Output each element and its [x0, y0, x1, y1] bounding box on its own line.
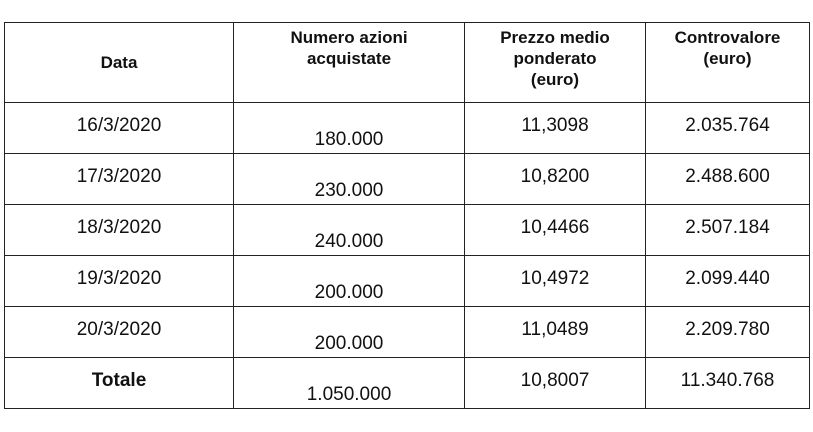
date-text: 18/3/2020 [76, 217, 162, 238]
price-cell: 11,3098 [464, 102, 646, 154]
total-label: Totale [91, 370, 147, 391]
value-text: 2.488.600 [685, 166, 770, 187]
value-cell: 2.209.780 [645, 306, 810, 358]
shares-cell: 180.000 [233, 102, 465, 154]
date-cell: 18/3/2020 [4, 204, 234, 256]
value-cell: 2.035.764 [645, 102, 810, 154]
total-price-cell: 10,8007 [464, 357, 646, 409]
date-text: 19/3/2020 [76, 268, 162, 289]
date-text: 16/3/2020 [76, 115, 162, 136]
total-value-cell: 11.340.768 [645, 357, 810, 409]
value-text: 2.035.764 [685, 115, 770, 136]
header-price-label: Prezzo medio ponderato (euro) [500, 28, 610, 89]
header-price: Prezzo medio ponderato (euro) [464, 22, 646, 103]
date-cell: 20/3/2020 [4, 306, 234, 358]
share-purchase-table: Data Numero azioni acquistate Prezzo med… [4, 22, 810, 409]
header-value-label: Controvalore (euro) [674, 28, 781, 68]
shares-cell: 240.000 [233, 204, 465, 256]
date-cell: 17/3/2020 [4, 153, 234, 205]
shares-text: 200.000 [314, 282, 384, 303]
shares-text: 240.000 [314, 231, 384, 252]
price-cell: 11,0489 [464, 306, 646, 358]
value-cell: 2.507.184 [645, 204, 810, 256]
price-text: 10,4972 [520, 268, 590, 289]
total-row: Totale 1.050.000 10,8007 11.340.768 [4, 357, 810, 409]
shares-cell: 200.000 [233, 255, 465, 307]
header-shares: Numero azioni acquistate [233, 22, 465, 103]
price-text: 11,3098 [521, 115, 589, 136]
total-shares-cell: 1.050.000 [233, 357, 465, 409]
header-shares-label: Numero azioni acquistate [290, 28, 408, 68]
price-cell: 10,4972 [464, 255, 646, 307]
table-row: 16/3/2020 180.000 11,3098 2.035.764 [4, 102, 810, 154]
shares-text: 180.000 [314, 129, 384, 150]
value-cell: 2.488.600 [645, 153, 810, 205]
value-text: 2.209.780 [685, 319, 770, 340]
total-price-text: 10,8007 [520, 370, 590, 391]
shares-cell: 230.000 [233, 153, 465, 205]
header-date: Data [4, 22, 234, 103]
shares-text: 230.000 [314, 180, 384, 201]
price-text: 11,0489 [521, 319, 589, 340]
table-row: 19/3/2020 200.000 10,4972 2.099.440 [4, 255, 810, 307]
shares-cell: 200.000 [233, 306, 465, 358]
table-row: 17/3/2020 230.000 10,8200 2.488.600 [4, 153, 810, 205]
table-row: 18/3/2020 240.000 10,4466 2.507.184 [4, 204, 810, 256]
total-label-cell: Totale [4, 357, 234, 409]
date-text: 17/3/2020 [76, 166, 162, 187]
table-row: 20/3/2020 200.000 11,0489 2.209.780 [4, 306, 810, 358]
value-text: 2.099.440 [685, 268, 770, 289]
total-shares-text: 1.050.000 [306, 384, 392, 405]
total-value-text: 11.340.768 [680, 370, 775, 391]
value-cell: 2.099.440 [645, 255, 810, 307]
price-text: 10,8200 [520, 166, 590, 187]
header-date-label: Data [100, 53, 138, 72]
price-cell: 10,4466 [464, 204, 646, 256]
header-value: Controvalore (euro) [645, 22, 810, 103]
value-text: 2.507.184 [685, 217, 770, 238]
date-cell: 16/3/2020 [4, 102, 234, 154]
date-text: 20/3/2020 [76, 319, 162, 340]
date-cell: 19/3/2020 [4, 255, 234, 307]
price-text: 10,4466 [520, 217, 590, 238]
shares-text: 200.000 [314, 333, 384, 354]
table-header-row: Data Numero azioni acquistate Prezzo med… [4, 22, 810, 103]
price-cell: 10,8200 [464, 153, 646, 205]
